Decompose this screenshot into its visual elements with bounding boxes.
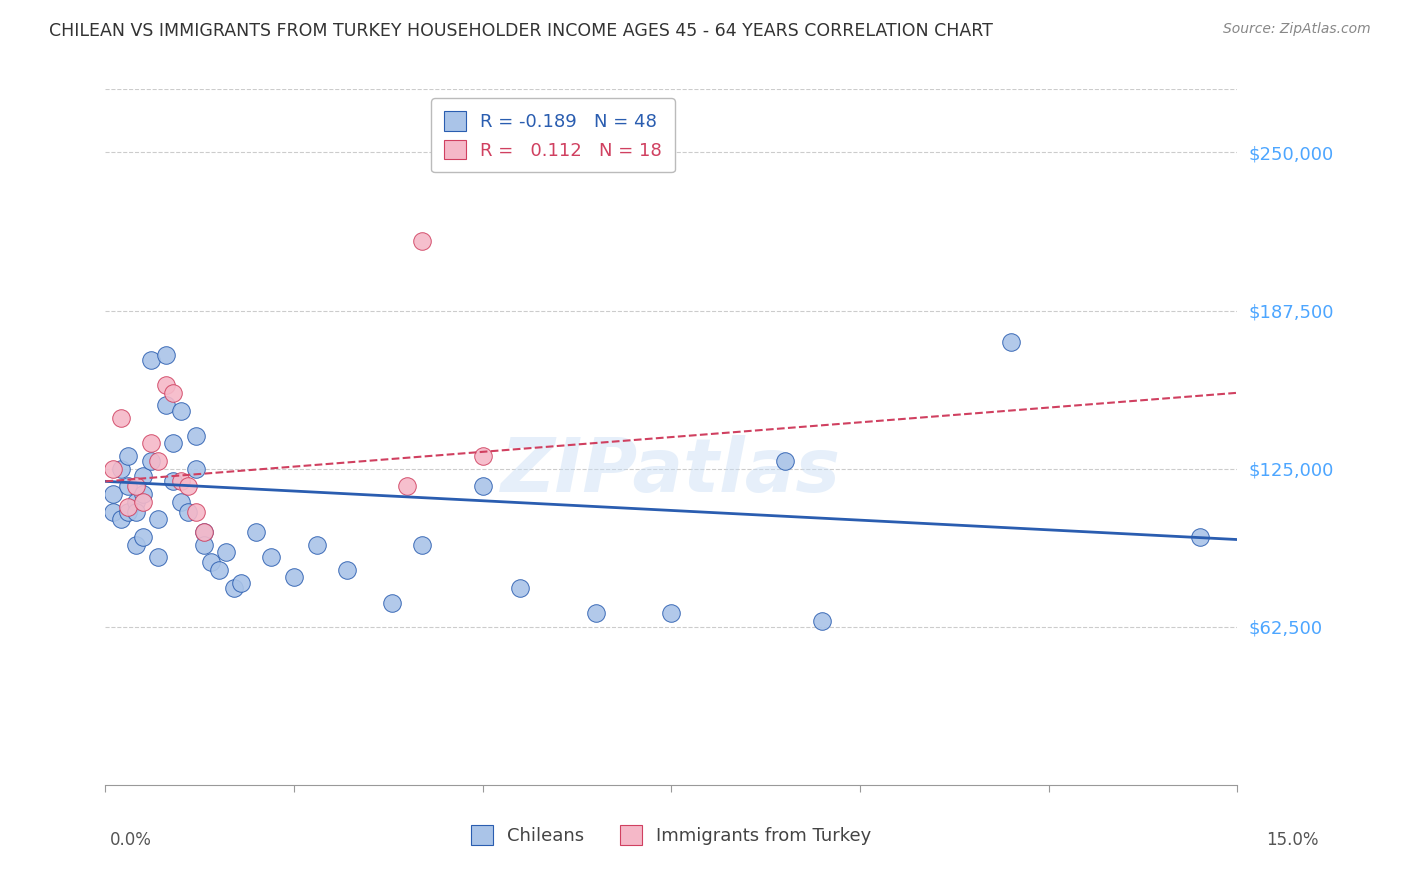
Point <box>170 494 193 508</box>
Point <box>132 494 155 508</box>
Point <box>231 575 253 590</box>
Point <box>148 454 170 468</box>
Point <box>110 411 132 425</box>
Point <box>184 461 207 475</box>
Point <box>585 606 607 620</box>
Point <box>208 563 231 577</box>
Point <box>139 454 162 468</box>
Point <box>101 461 124 475</box>
Point <box>110 512 132 526</box>
Point <box>245 524 267 539</box>
Point <box>148 550 170 565</box>
Point <box>124 479 146 493</box>
Point <box>117 479 139 493</box>
Point <box>184 505 207 519</box>
Point <box>132 487 155 501</box>
Point <box>132 469 155 483</box>
Point <box>193 524 215 539</box>
Point <box>132 530 155 544</box>
Point <box>124 505 146 519</box>
Point <box>336 563 359 577</box>
Point <box>101 505 124 519</box>
Point <box>184 429 207 443</box>
Point <box>509 581 531 595</box>
Point <box>381 596 404 610</box>
Text: CHILEAN VS IMMIGRANTS FROM TURKEY HOUSEHOLDER INCOME AGES 45 - 64 YEARS CORRELAT: CHILEAN VS IMMIGRANTS FROM TURKEY HOUSEH… <box>49 22 993 40</box>
Text: 15.0%: 15.0% <box>1267 831 1319 849</box>
Point <box>305 538 328 552</box>
Point <box>101 487 124 501</box>
Text: ZIPatlas: ZIPatlas <box>502 435 841 508</box>
Text: Source: ZipAtlas.com: Source: ZipAtlas.com <box>1223 22 1371 37</box>
Point <box>170 475 193 489</box>
Point <box>110 461 132 475</box>
Point <box>200 555 222 569</box>
Point <box>811 614 834 628</box>
Point <box>222 581 245 595</box>
Point <box>162 436 184 450</box>
Point <box>117 500 139 514</box>
Point <box>177 479 200 493</box>
Point <box>1000 335 1022 350</box>
Point <box>283 570 305 584</box>
Point <box>155 378 177 392</box>
Point <box>117 505 139 519</box>
Point <box>117 449 139 463</box>
Legend: Chileans, Immigrants from Turkey: Chileans, Immigrants from Turkey <box>464 818 879 853</box>
Point <box>661 606 683 620</box>
Point <box>162 475 184 489</box>
Point <box>170 403 193 417</box>
Point <box>411 538 433 552</box>
Point <box>148 512 170 526</box>
Point <box>215 545 238 559</box>
Point <box>124 494 146 508</box>
Point <box>193 524 215 539</box>
Point <box>124 538 146 552</box>
Point <box>139 352 162 367</box>
Point <box>396 479 419 493</box>
Point <box>155 399 177 413</box>
Text: 0.0%: 0.0% <box>110 831 152 849</box>
Point <box>177 505 200 519</box>
Point <box>155 348 177 362</box>
Point <box>471 479 494 493</box>
Point <box>260 550 283 565</box>
Point <box>773 454 796 468</box>
Point <box>162 385 184 400</box>
Point <box>139 436 162 450</box>
Point <box>1188 530 1211 544</box>
Point <box>411 234 433 248</box>
Point <box>471 449 494 463</box>
Point <box>193 538 215 552</box>
